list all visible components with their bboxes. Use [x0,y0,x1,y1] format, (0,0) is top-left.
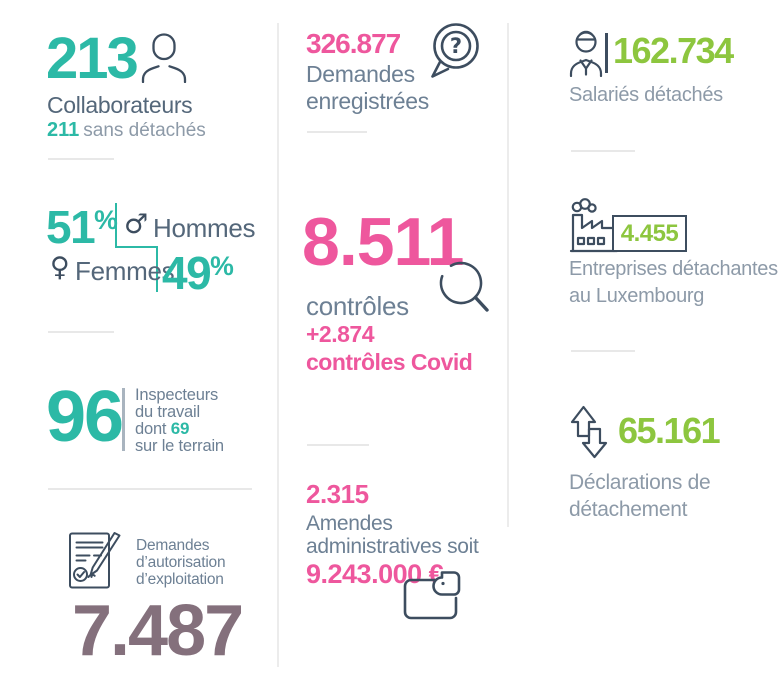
staff-sub-label: sans détachés [83,120,206,141]
female-icon: ♀ [50,252,70,283]
magnifier-icon [437,260,491,317]
staff-subline: 211 sans détachés [47,120,206,142]
question-bubble-icon: ? [426,21,480,80]
document-pen-icon [68,531,122,591]
female-label: Femmes [75,256,175,286]
staff-count: 213 [46,26,139,91]
column-divider-left [277,23,279,667]
declarations-count: 65.161 [618,410,721,451]
posted-workers-separator [605,33,608,73]
male-label: Hommes [153,213,256,243]
female-percentage: 49% [162,247,234,299]
declarations-label: Déclarations de détachement [569,471,711,521]
male-icon: ♂ [124,209,149,240]
covid-controls-label: contrôles Covid [306,349,473,375]
requests-label: Demandes enregistrées [306,61,429,114]
divider [571,150,635,152]
companies-count: 4.455 [620,219,679,247]
inspectors-label: Inspecteurs du travail dont 69 sur le te… [135,386,224,455]
fines-count: 2.315 [306,479,369,509]
male-percentage: 51% [46,201,118,253]
person-icon [140,32,188,83]
up-down-arrows-icon [569,404,609,460]
permits-label: Demandes d’autorisation d’exploitation [136,537,226,588]
permits-count: 7.487 [72,591,244,671]
gender-step-line-mid [115,246,158,248]
fines-label: Amendes administratives soit [306,512,479,558]
divider [307,444,369,446]
companies-count-box: 4.455 [612,215,687,252]
gender-step-line-top [115,203,117,247]
requests-count: 326.877 [306,28,401,59]
field-inspectors-count: 69 [170,419,190,438]
divider [307,131,367,133]
fines-amount: 9.243.000 € [306,559,444,589]
divider [48,158,114,160]
business-person-icon [569,29,603,77]
wallet-icon [402,570,462,622]
divider [48,331,114,333]
posted-workers-label: Salariés détachés [569,84,723,106]
divider-long [48,488,252,490]
staff-sub-count: 211 [47,119,80,141]
staff-label: Collaborateurs [47,92,193,118]
covid-controls-count: +2.874 [306,321,375,347]
divider [571,350,635,352]
gender-step-line-bottom [156,246,158,292]
posted-workers-count: 162.734 [613,30,734,71]
svg-text:?: ? [450,34,462,58]
controls-label: contrôles [306,291,409,321]
companies-label: Entreprises détachantes au Luxembourg [569,258,778,307]
inspectors-count: 96 [46,377,124,457]
controls-count: 8.511 [302,204,464,280]
inspectors-separator [122,388,125,451]
column-divider-right [507,23,509,527]
